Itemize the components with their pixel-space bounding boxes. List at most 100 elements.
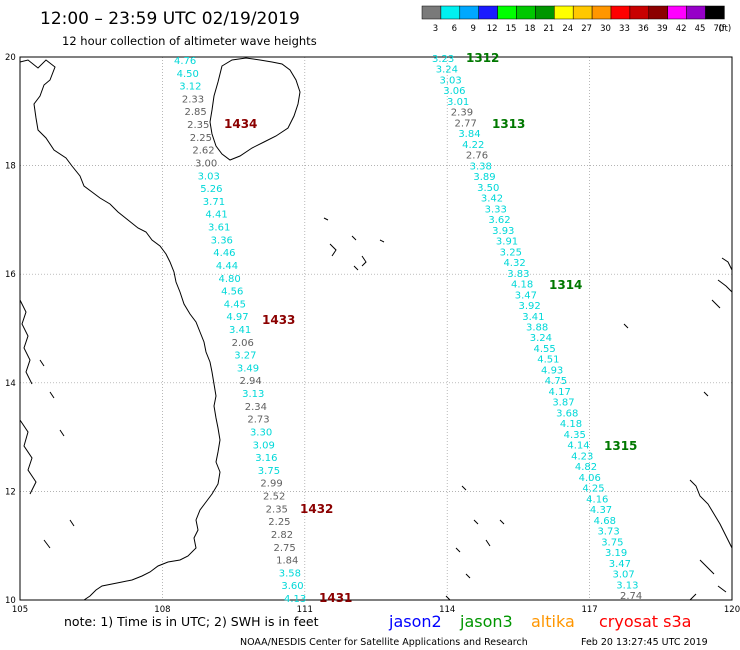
track-west: 4.76 4.50 3.122.33 2.85 2.35 2.25 2.623.00 3.03… <box>174 56 306 605</box>
wave-height-value: 3.88 <box>526 323 548 334</box>
wave-height-value: 2.39 <box>451 108 473 119</box>
wave-height-value: 4.13 <box>284 594 306 605</box>
wave-height-value: 4.37 <box>590 505 612 516</box>
wave-height-value: 4.76 <box>174 56 196 67</box>
coastline <box>19 57 733 601</box>
pass-number: 1313 <box>492 117 525 131</box>
wave-height-value: 3.03 <box>440 75 462 86</box>
legend-label: 9 <box>471 24 476 34</box>
map-title: 12:00 – 23:59 UTC 02/19/2019 <box>40 9 300 29</box>
wave-height-value: 4.93 <box>541 365 563 376</box>
footer-timestamp: Feb 20 13:27:45 UTC 2019 <box>581 637 708 648</box>
legend-label: 70 <box>714 24 725 34</box>
wave-height-value: 4.16 <box>586 494 608 505</box>
lat-tick-label: 14 <box>5 379 16 389</box>
wave-height-value: 3.49 <box>237 363 259 374</box>
wave-height-value: 4.17 <box>549 387 571 398</box>
wave-height-value: 4.51 <box>537 355 559 366</box>
legend-label: 18 <box>525 24 536 34</box>
wave-height-value: 3.24 <box>530 333 552 344</box>
wave-height-value: 2.52 <box>263 492 285 503</box>
wave-height-value: 2.77 <box>455 118 477 129</box>
wave-height-value: 3.06 <box>443 86 465 97</box>
legend-swatch <box>497 5 517 20</box>
wave-height-value: 1.84 <box>276 556 298 567</box>
lon-tick-label: 114 <box>439 605 455 615</box>
vietnam-coastline <box>19 59 221 601</box>
wave-height-value: 2.25 <box>268 517 290 528</box>
wave-height-value: 3.24 <box>436 65 458 76</box>
wave-height-value: 3.13 <box>616 580 638 591</box>
legend-swatch <box>629 5 650 20</box>
lat-tick-label: 20 <box>5 53 16 63</box>
pass-number: 1434 <box>224 117 257 131</box>
pass-number: 1431 <box>319 591 352 605</box>
hainan-island <box>209 57 301 161</box>
pass-number: 1315 <box>604 439 637 453</box>
wave-height-value: 3.42 <box>481 194 503 205</box>
axis-labels: 105 108 111 114 117 120 20 18 16 14 12 10 <box>5 53 740 615</box>
legend-label: 33 <box>619 24 630 34</box>
legend-swatch <box>440 5 461 20</box>
legend-label: 21 <box>543 24 554 34</box>
legend-label: 39 <box>657 24 668 34</box>
wave-height-value: 2.76 <box>466 151 488 162</box>
lon-tick-label: 120 <box>724 605 740 615</box>
wave-height-value: 3.25 <box>500 247 522 258</box>
wave-height-value: 3.07 <box>612 570 634 581</box>
wave-height-value: 3.33 <box>485 204 507 215</box>
wave-height-value: 2.73 <box>247 415 269 426</box>
legend-label: 45 <box>695 24 706 34</box>
pass-number: 1433 <box>262 313 295 327</box>
wave-height-value: 2.85 <box>184 107 206 118</box>
lat-lon-grid <box>19 56 733 601</box>
wave-height-value: 2.06 <box>232 338 254 349</box>
wave-height-value: 3.68 <box>556 408 578 419</box>
wave-height-value: 3.47 <box>609 559 631 570</box>
wave-height-value: 2.94 <box>239 376 261 387</box>
legend-swatch <box>421 5 442 20</box>
wave-height-value: 4.41 <box>205 210 227 221</box>
satellite-name: jason2 <box>388 612 442 631</box>
footer-note: note: 1) Time is in UTC; 2) SWH is in fe… <box>64 614 319 629</box>
wave-height-value: 4.14 <box>567 441 589 452</box>
wave-height-value: 2.74 <box>620 591 642 602</box>
wave-height-value: 4.35 <box>564 430 586 441</box>
wave-height-value: 4.06 <box>579 473 601 484</box>
pass-number: 1314 <box>549 278 582 292</box>
map-frame <box>19 56 733 601</box>
pass-number: 1432 <box>300 502 333 516</box>
wave-height-value: 4.44 <box>216 261 238 272</box>
legend-swatch <box>478 5 498 20</box>
wave-height-value: 4.97 <box>226 312 248 323</box>
wave-height-value: 2.25 <box>190 133 212 144</box>
pass-number: 1312 <box>466 51 499 65</box>
legend-unit: (ft) <box>718 24 731 34</box>
lon-tick-label: 117 <box>581 605 597 615</box>
philippines-coast <box>623 257 733 601</box>
wave-height-value: 4.50 <box>177 69 199 80</box>
wave-height-value: 3.91 <box>496 237 518 248</box>
wave-height-value: 3.13 <box>242 389 264 400</box>
wave-height-value: 3.92 <box>518 301 540 312</box>
wave-height-value: 4.32 <box>503 258 525 269</box>
west-coast-inlet <box>19 299 33 385</box>
wave-height-value: 4.80 <box>219 274 241 285</box>
legend-swatch <box>648 5 668 20</box>
pass-labels: 1434 1433 1432 1431 1312 1313 1314 1315 <box>224 51 637 605</box>
wave-height-value: 3.16 <box>255 453 277 464</box>
legend-swatch <box>591 5 612 20</box>
legend-label: 15 <box>506 24 517 34</box>
legend-label: 24 <box>562 24 573 34</box>
legend-label: 30 <box>600 24 611 34</box>
wave-height-value: 3.03 <box>198 171 220 182</box>
lat-tick-label: 12 <box>5 487 16 497</box>
lat-tick-label: 16 <box>5 270 16 280</box>
wave-height-value: 3.12 <box>179 82 201 93</box>
wave-height-value: 3.36 <box>211 235 233 246</box>
satellite-name: cryosat s3a <box>599 612 691 631</box>
legend-label: 6 <box>452 24 457 34</box>
wave-height-value: 3.75 <box>601 537 623 548</box>
lon-tick-label: 105 <box>12 605 28 615</box>
wave-height-value: 3.71 <box>203 197 225 208</box>
